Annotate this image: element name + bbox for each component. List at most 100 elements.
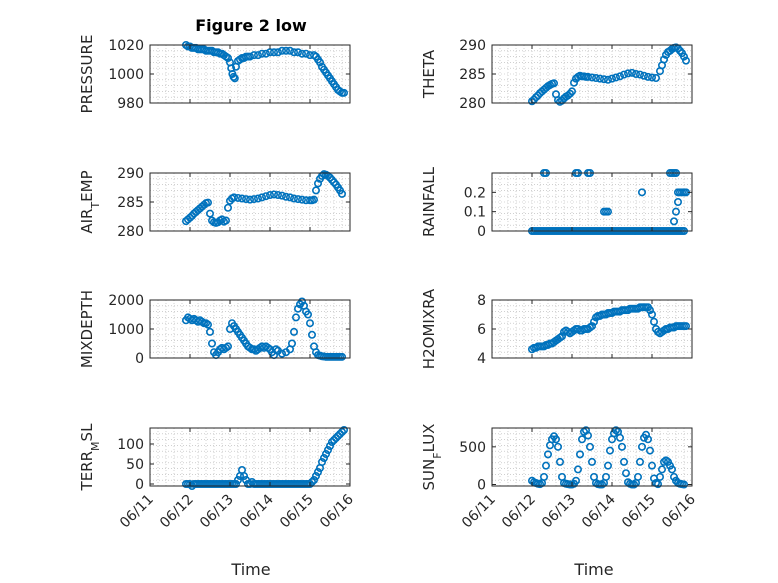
data-point [206, 209, 215, 218]
y-tick-label: 290 [117, 166, 144, 182]
data-point [277, 46, 286, 55]
data-point [557, 332, 566, 341]
data-point [681, 56, 690, 65]
data-point [575, 450, 584, 459]
data-point [587, 322, 596, 331]
data-point [627, 68, 636, 77]
y-axis-label: RAINFALL [420, 166, 438, 237]
y-tick-label: 500 [459, 440, 486, 456]
y-axis-label: THETA [420, 49, 438, 99]
data-point [309, 195, 318, 204]
data-point [311, 471, 320, 480]
data-point [261, 49, 270, 58]
data-point [305, 479, 314, 488]
data-point [230, 74, 239, 83]
data-point [327, 437, 336, 446]
data-point [289, 48, 298, 57]
y-axis-label-part: MIXDEPTH [78, 290, 96, 368]
data-point [571, 476, 580, 485]
x-tick-label: 06/13 [197, 492, 237, 532]
data-point [337, 427, 346, 436]
data-point [230, 193, 239, 202]
data-point [265, 191, 274, 200]
data-point [653, 480, 662, 489]
y-axis-label: AIRTEMP [78, 170, 102, 233]
y-axis-label-part: H2OMIXRA [420, 288, 438, 369]
x-axis-label-right: Time [573, 560, 613, 579]
data-point [277, 191, 286, 200]
y-axis-label-part: PRESSURE [78, 35, 96, 114]
data-point [583, 72, 592, 81]
y-tick-label: 4 [477, 351, 486, 367]
data-point [639, 71, 648, 80]
data-point [539, 472, 548, 481]
y-axis-label-part: SUN [420, 459, 438, 491]
x-tick-label: 06/15 [277, 492, 317, 532]
data-point [611, 73, 620, 82]
data-point [254, 194, 263, 203]
y-axis-label: SUNFLUX [420, 424, 444, 491]
data-point [261, 192, 270, 201]
x-tick-label: 06/11 [117, 492, 157, 532]
y-tick-label: 280 [117, 224, 144, 240]
data-markers [527, 303, 690, 354]
data-point [567, 87, 576, 96]
data-point [655, 472, 664, 481]
data-point [293, 304, 302, 313]
data-point [277, 349, 286, 358]
data-point [633, 472, 642, 481]
data-point [637, 442, 646, 451]
data-point [301, 49, 310, 58]
data-point [313, 179, 322, 188]
data-point [603, 75, 612, 84]
data-point [337, 189, 346, 198]
data-point [541, 461, 550, 470]
data-markers [527, 426, 688, 489]
data-point [635, 457, 644, 466]
data-point [667, 465, 676, 474]
data-point [285, 193, 294, 202]
data-point [623, 69, 632, 78]
data-point [647, 461, 656, 470]
data-point [673, 198, 682, 207]
data-point [254, 51, 263, 60]
data-point [307, 477, 316, 486]
data-point [587, 73, 596, 82]
data-point [591, 74, 600, 83]
data-point [315, 58, 324, 67]
data-point [619, 457, 628, 466]
x-tick-label: 06/14 [579, 491, 619, 531]
panel-sun-flux: 0 500 06/11 06/12 06/13 06/14 06/15 06/16 SUNFLU… [420, 424, 699, 532]
data-point [293, 195, 302, 204]
data-point [641, 430, 650, 439]
data-point [531, 93, 540, 102]
data-point [204, 198, 213, 207]
data-point [293, 48, 302, 57]
x-tick-label: 06/11 [459, 492, 499, 532]
data-point [273, 191, 282, 200]
data-point [204, 320, 213, 329]
y-axis-label-subscript: T [89, 202, 102, 210]
y-tick-label: 2000 [108, 293, 144, 309]
data-point [577, 435, 586, 444]
data-point [208, 339, 217, 348]
data-point [281, 46, 290, 55]
y-axis-label-part: RAINFALL [420, 166, 438, 237]
data-point [222, 216, 231, 225]
data-point [250, 195, 259, 204]
data-point [553, 442, 562, 451]
data-point [339, 425, 348, 434]
data-point [549, 79, 558, 88]
y-tick-label: 290 [459, 38, 486, 54]
data-point [224, 203, 233, 212]
data-point [615, 433, 624, 442]
data-point [287, 339, 296, 348]
panel-mixdepth: 0 1000 2000 MIXDEPTH [78, 290, 351, 368]
data-point [335, 429, 344, 438]
y-axis-label-part: TERR [78, 451, 96, 492]
data-point [605, 446, 614, 455]
data-point [232, 479, 241, 488]
data-point [297, 297, 306, 306]
data-point [317, 457, 326, 466]
data-markers [182, 425, 348, 490]
